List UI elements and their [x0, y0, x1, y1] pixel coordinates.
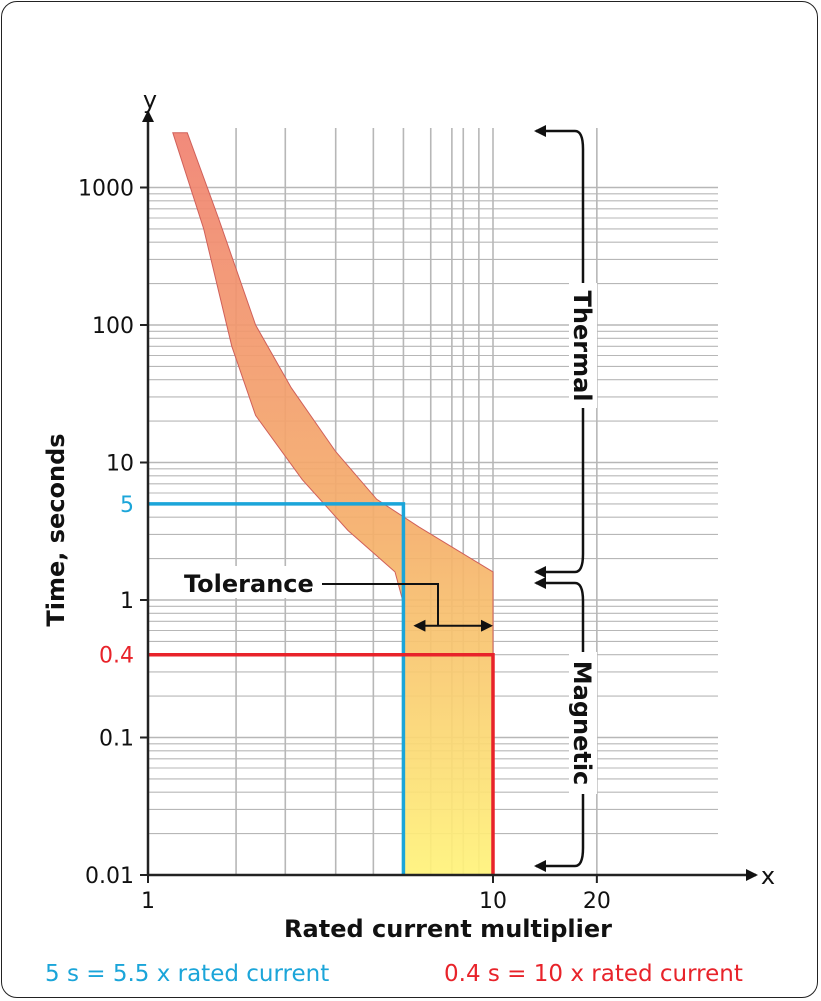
y-tick-label: 1	[120, 589, 134, 614]
marker-line-0	[148, 502, 406, 875]
y-tick-label: 0.01	[85, 864, 134, 889]
thermal-label: Thermal	[568, 291, 596, 402]
footnote-red: 0.4 s = 10 x rated current	[444, 961, 743, 987]
y-axis-title: Time, seconds	[42, 433, 70, 626]
tolerance-label-bg	[180, 566, 322, 598]
tolerance-label: Tolerance	[184, 570, 314, 598]
x-tick-label: 1	[141, 889, 155, 914]
x-axis-letter: x	[761, 862, 775, 890]
y-tick-label: 0.1	[99, 727, 134, 752]
x-tick-label: 10	[479, 889, 507, 914]
marker-lines	[148, 502, 495, 875]
y-tick-label: 100	[92, 314, 134, 339]
axes	[140, 110, 758, 883]
x-tick-label: 20	[583, 889, 611, 914]
y-tick-label: 10	[106, 452, 134, 477]
y-axis-letter: y	[143, 86, 157, 114]
magnetic-label-bg	[569, 652, 597, 794]
magnetic-label: Magnetic	[568, 661, 596, 786]
annotations: Thermal Magnetic Tolerance	[180, 125, 597, 872]
thermal-label-bg	[569, 283, 597, 408]
marker-y-label-1: 0.4	[99, 644, 134, 669]
marker-y-label-0: 5	[120, 493, 134, 518]
y-tick-label: 1000	[78, 177, 134, 202]
marker-line-1	[148, 652, 495, 875]
tick-labels: 5 0.4 1000 100 10 1 0.1 0.01 1 10 20	[78, 177, 611, 915]
x-axis-title: Rated current multiplier	[284, 915, 612, 943]
footnote-blue: 5 s = 5.5 x rated current	[45, 961, 329, 987]
tolerance-leader	[322, 583, 439, 626]
